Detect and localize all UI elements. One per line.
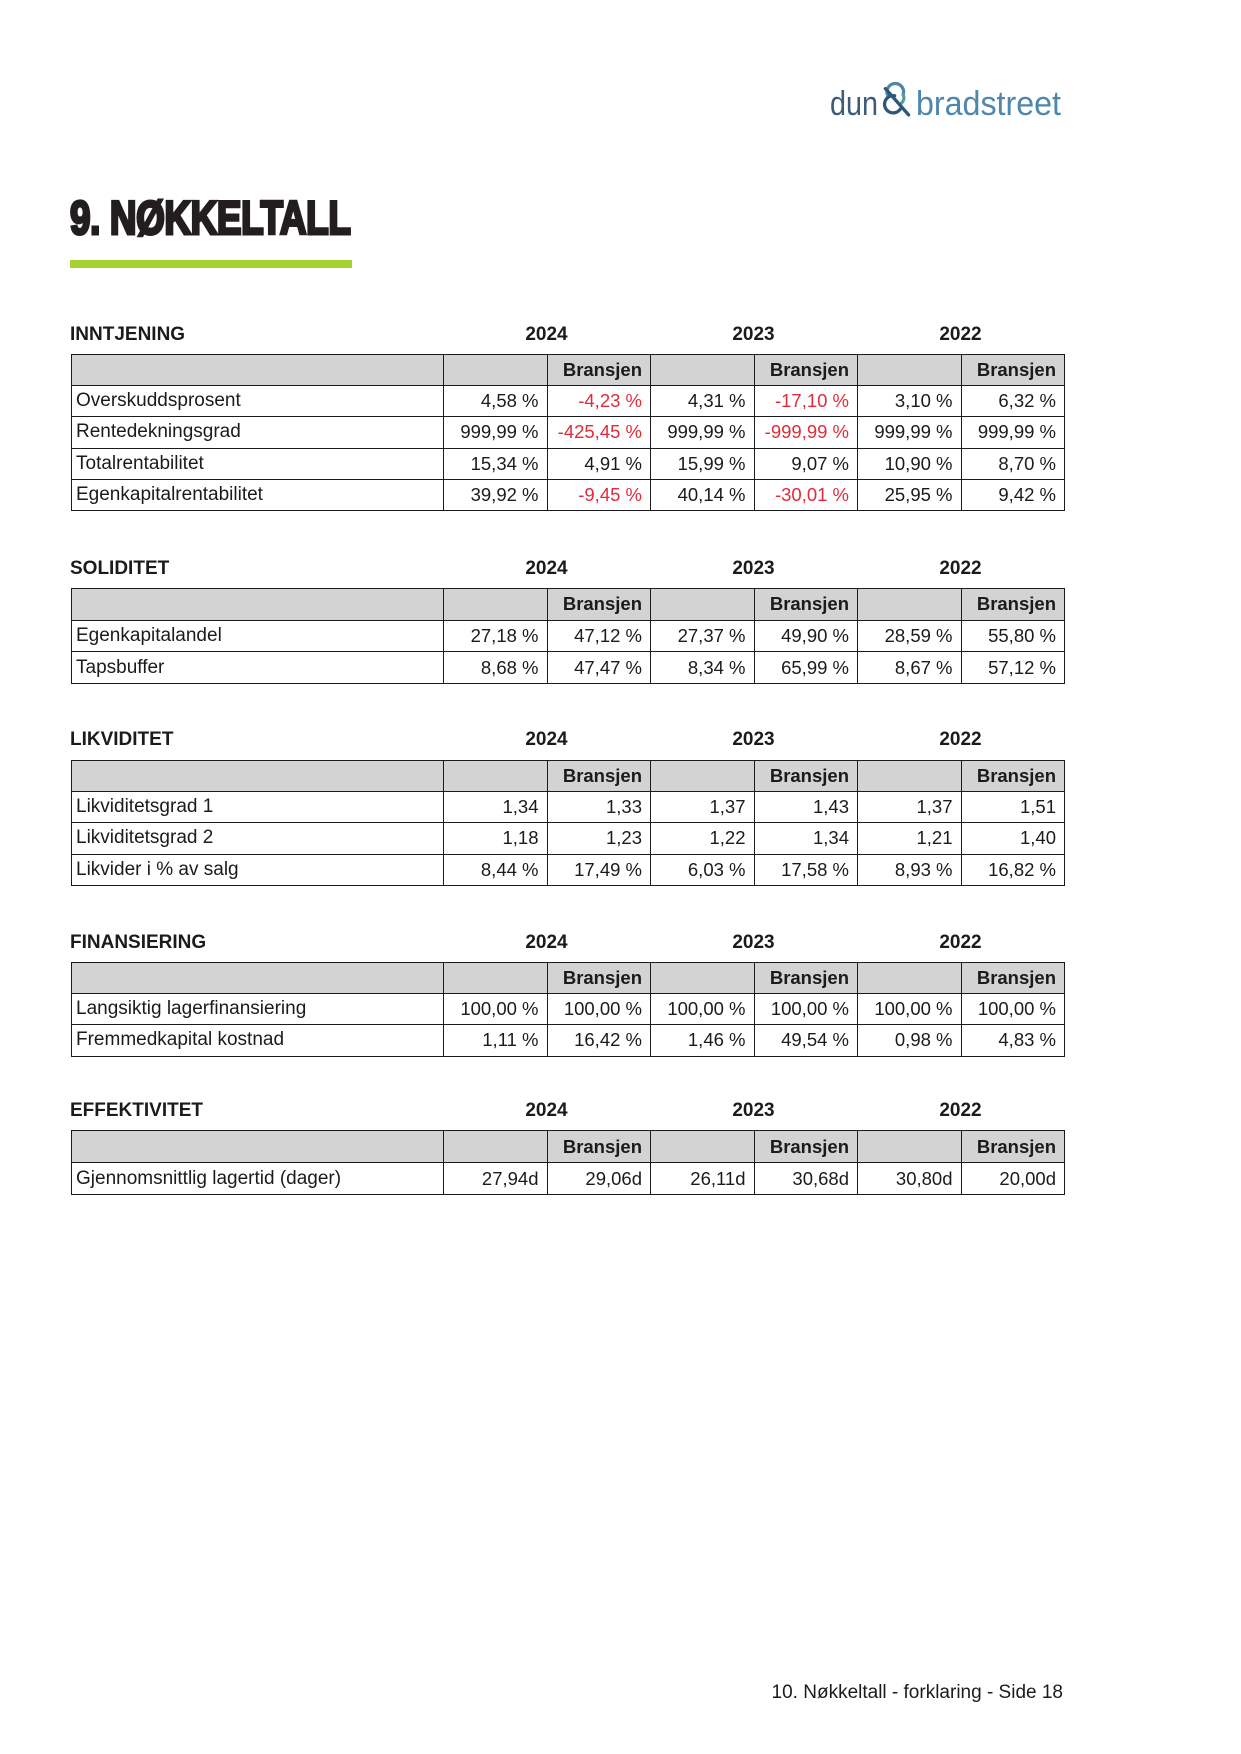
- svg-text:bradstreet: bradstreet: [916, 85, 1062, 123]
- svg-text:dun: dun: [830, 85, 878, 123]
